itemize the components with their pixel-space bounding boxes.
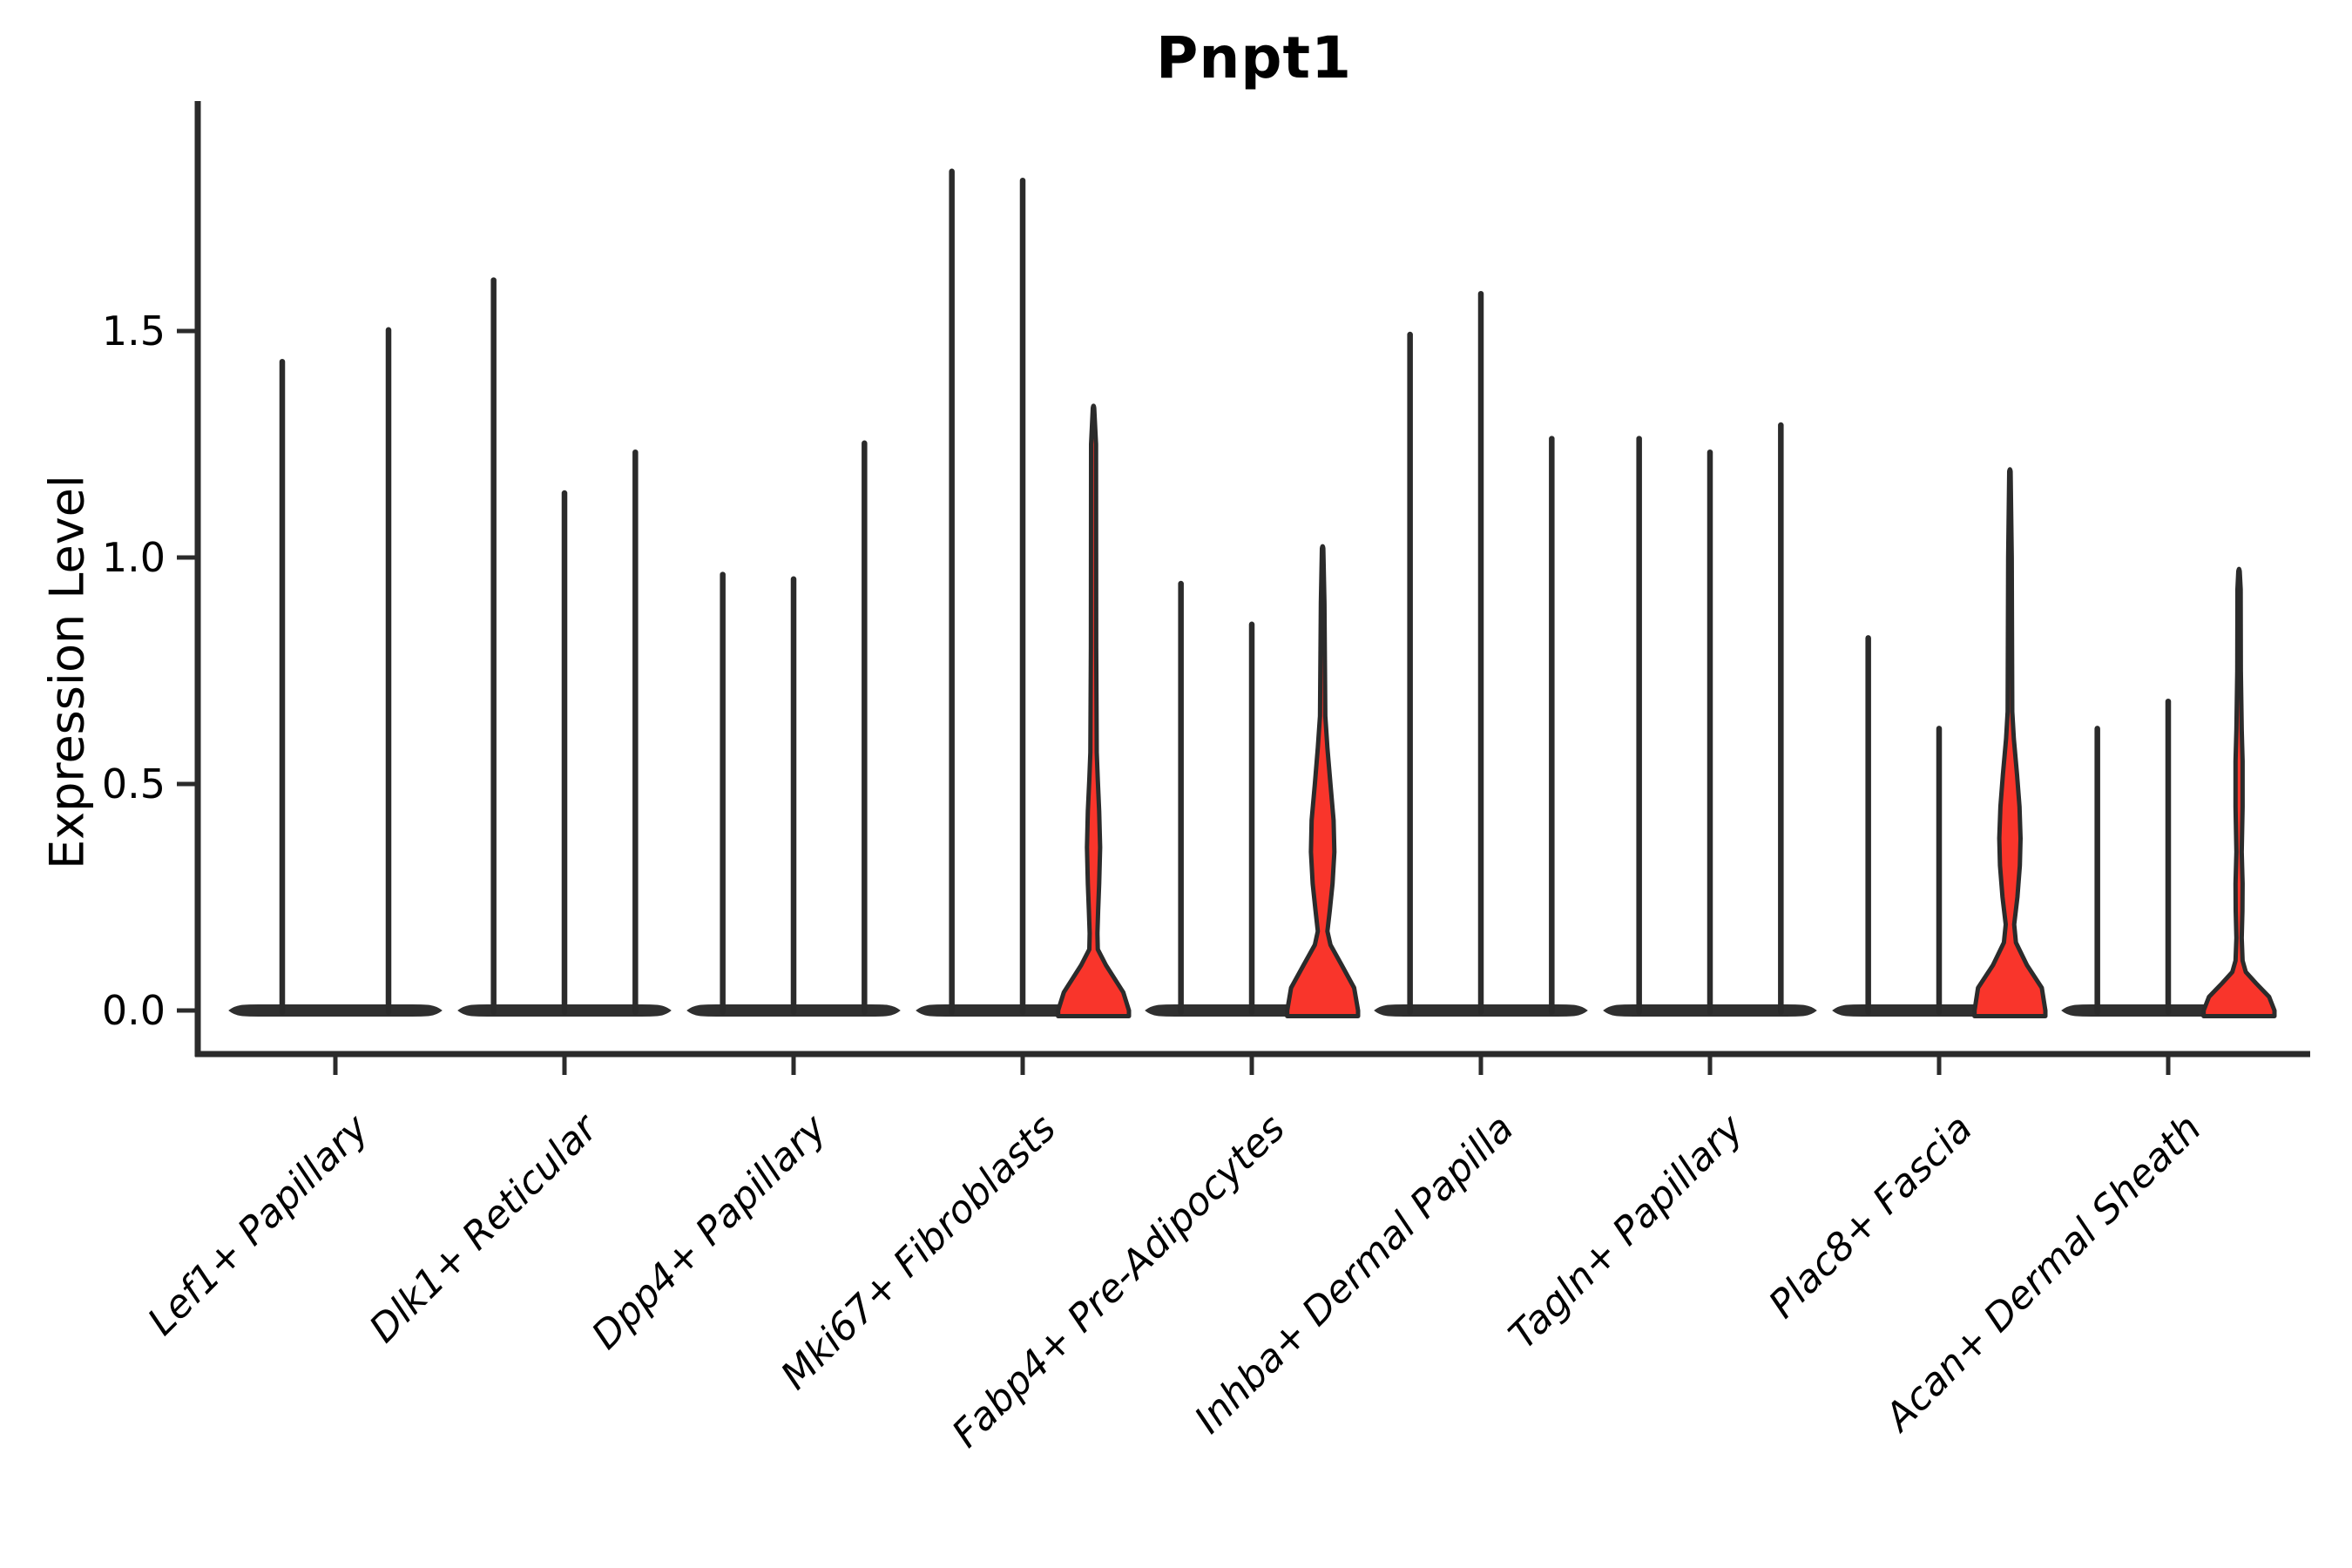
violin-filled	[1056, 403, 1132, 1018]
violin-filled	[2201, 566, 2277, 1018]
violin-filled	[1285, 544, 1361, 1018]
y-tick-label: 0.5	[101, 760, 166, 808]
plot-title: Pnpt1	[1155, 24, 1353, 91]
violin-filled	[1972, 467, 2048, 1018]
y-tick-label: 0.0	[101, 987, 166, 1034]
violin-base-bar	[228, 1004, 443, 1017]
y-tick-label: 1.0	[101, 534, 166, 581]
y-tick-label: 1.5	[101, 308, 166, 355]
